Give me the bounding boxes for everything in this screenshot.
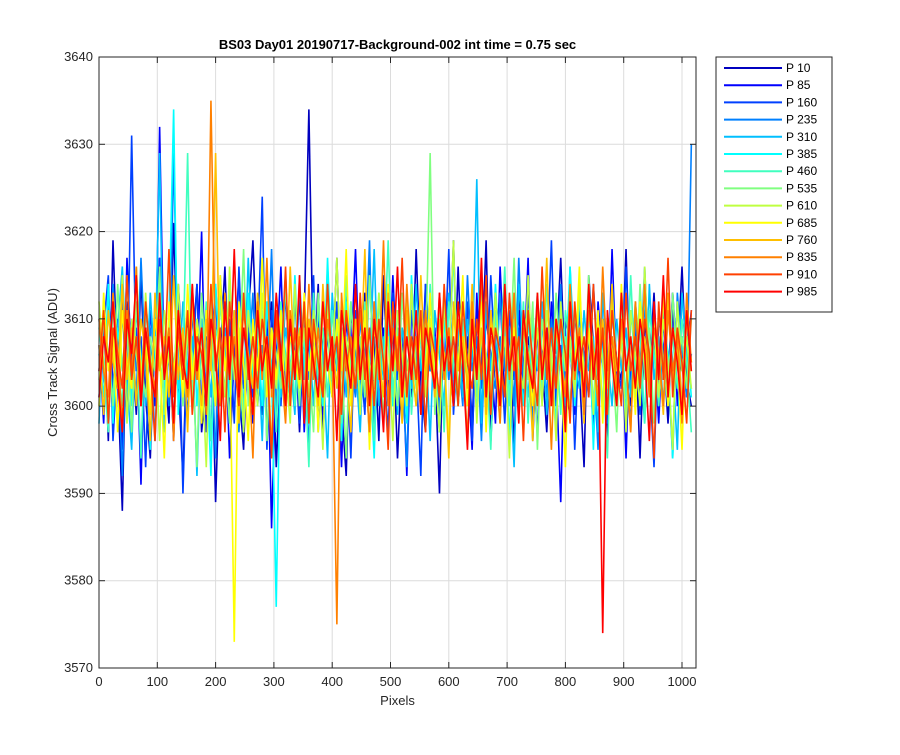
- y-tick-label: 3620: [64, 224, 93, 239]
- y-axis-label: Cross Track Signal (ADU): [45, 288, 60, 437]
- x-axis-label: Pixels: [380, 693, 415, 708]
- y-tick-label: 3570: [64, 660, 93, 675]
- y-tick-label: 3600: [64, 398, 93, 413]
- x-tick-label: 600: [438, 674, 460, 689]
- legend-entry-label: P 910: [786, 267, 817, 281]
- y-tick-label: 3610: [64, 311, 93, 326]
- legend-entry-label: P 535: [786, 181, 817, 195]
- legend-entry-label: P 85: [786, 78, 811, 92]
- legend-entry-label: P 985: [786, 285, 817, 299]
- legend-entry-label: P 385: [786, 147, 817, 161]
- x-tick-label: 0: [95, 674, 102, 689]
- legend-entry-label: P 685: [786, 216, 817, 230]
- y-tick-label: 3630: [64, 136, 93, 151]
- chart-title: BS03 Day01 20190717-Background-002 int t…: [219, 37, 576, 52]
- x-tick-label: 500: [380, 674, 402, 689]
- x-tick-label: 300: [263, 674, 285, 689]
- y-tick-label: 3580: [64, 573, 93, 588]
- legend-entry-label: P 235: [786, 113, 817, 127]
- legend-box: [715, 56, 833, 313]
- legend-entry-label: P 760: [786, 233, 817, 247]
- y-tick-label: 3640: [64, 49, 93, 64]
- legend-entry-label: P 310: [786, 130, 817, 144]
- series-lines: [98, 100, 693, 642]
- x-tick-label: 400: [321, 674, 343, 689]
- x-tick-label: 100: [146, 674, 168, 689]
- legend: P 10 P 85 P 160 P 235 P 310 P 385 P 460 P 535 P …: [715, 56, 833, 313]
- x-tick-label: 1000: [668, 674, 697, 689]
- y-tick-label: 3590: [64, 485, 93, 500]
- legend-entry-label: P 460: [786, 164, 817, 178]
- legend-entry-label: P 10: [786, 61, 811, 75]
- legend-entry-label: P 160: [786, 95, 817, 109]
- axis-ticks: 0 100 200 300 400 500 600 700 800 900 1000 3570 3580…: [64, 49, 696, 689]
- plot-frame: [98, 56, 697, 669]
- legend-entry-label: P 610: [786, 199, 817, 213]
- series-line-p-985: [98, 249, 693, 634]
- x-tick-label: 800: [555, 674, 577, 689]
- x-tick-label: 200: [205, 674, 227, 689]
- series-line-p-610: [98, 240, 693, 468]
- x-tick-label: 700: [496, 674, 518, 689]
- legend-entry-label: P 835: [786, 250, 817, 264]
- x-tick-label: 900: [613, 674, 635, 689]
